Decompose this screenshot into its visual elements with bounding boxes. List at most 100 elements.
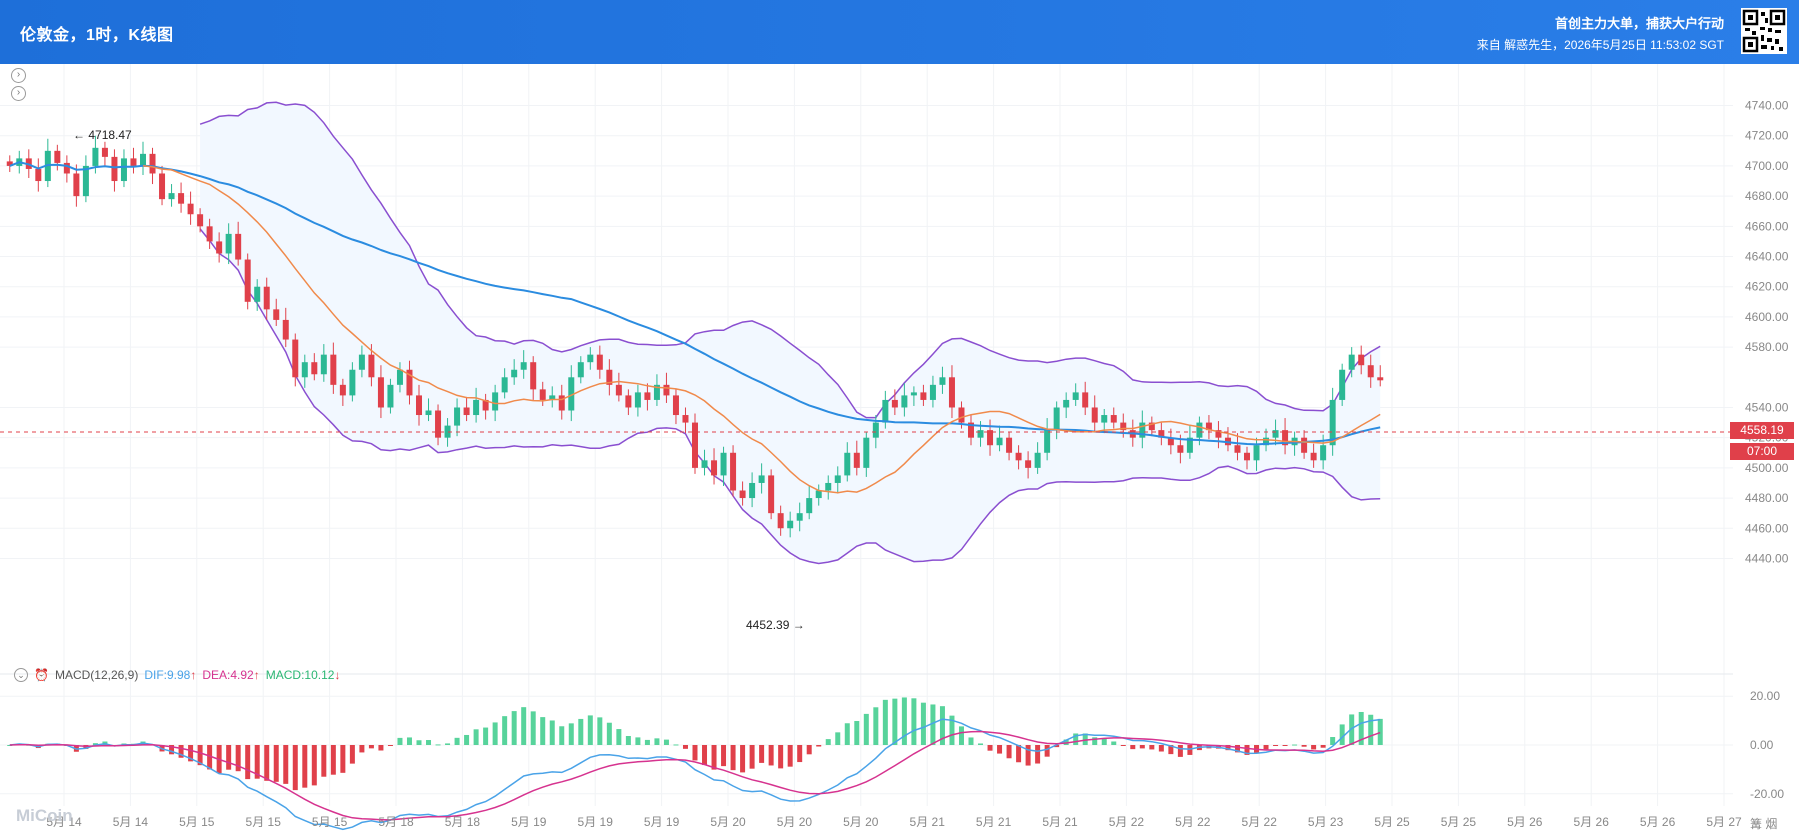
macd-bar <box>568 723 574 745</box>
price-tick: 4680.00 <box>1745 189 1789 203</box>
high-label: ← 4718.47 <box>73 128 132 142</box>
candle-body <box>730 452 737 491</box>
macd-bar <box>273 745 279 782</box>
time-tick: 5月 27 <box>1706 815 1742 829</box>
candle-body <box>815 490 822 499</box>
candle-body <box>254 286 261 302</box>
time-tick: 5月 19 <box>644 815 680 829</box>
macd-bar <box>1063 739 1069 745</box>
qr-code-icon[interactable] <box>1741 8 1787 54</box>
macd-bar <box>1368 714 1374 745</box>
time-tick: 5月 20 <box>710 815 746 829</box>
source-timestamp: 来自 解惑先生，2026年5月25日 11:53:02 SGT <box>1476 38 1724 52</box>
macd-bar <box>540 717 546 745</box>
macd-bar <box>930 704 936 745</box>
macd-bar <box>759 745 765 763</box>
candle-body <box>1234 445 1241 453</box>
time-tick: 5月 18 <box>378 815 414 829</box>
macd-bar <box>901 697 907 745</box>
price-tick: 4720.00 <box>1745 129 1789 143</box>
candle-body <box>1339 369 1346 400</box>
macd-bar <box>882 699 888 745</box>
candle-body <box>1301 437 1308 453</box>
macd-bar <box>863 713 869 745</box>
macd-bar <box>806 745 812 755</box>
macd-bar <box>1006 745 1012 759</box>
macd-bar <box>654 738 660 745</box>
candle-body <box>806 498 813 514</box>
macd-bar <box>464 734 470 745</box>
promo-slogan[interactable]: 首创主力大单，捕获大户行动 <box>1554 16 1724 31</box>
macd-bar <box>587 715 593 745</box>
candle-body <box>35 168 42 182</box>
macd-bar <box>530 711 536 745</box>
macd-bar <box>892 698 898 745</box>
macd-bar <box>797 745 803 763</box>
candle-body <box>1205 422 1212 431</box>
macd-dea-line <box>9 730 1381 821</box>
candle-body <box>1101 415 1108 423</box>
macd-bar <box>1120 745 1126 746</box>
macd-legend: ⌄ ⏰ MACD(12,26,9) DIF:9.98↑ DEA:4.92↑ MA… <box>14 668 340 682</box>
candle-body <box>377 377 384 408</box>
macd-bar <box>435 744 441 746</box>
macd-bar <box>1234 745 1240 753</box>
macd-bar <box>835 732 841 745</box>
macd-bar <box>207 745 213 770</box>
candle-body <box>73 173 80 197</box>
macd-bar <box>920 702 926 745</box>
time-tick: 5月 15 <box>312 815 348 829</box>
collapse-toggle-icon[interactable]: › <box>11 68 26 83</box>
boll-lower-line <box>199 228 1381 565</box>
candle-body <box>634 392 641 408</box>
macd-bar <box>1263 745 1269 750</box>
countdown-tag: 07:00 <box>1730 443 1794 460</box>
candle-body <box>130 158 137 166</box>
macd-bar <box>83 745 89 749</box>
collapse-toggle-icon-2[interactable]: › <box>11 86 26 101</box>
macd-bar <box>1082 733 1088 745</box>
macd-bar <box>1301 745 1307 747</box>
candle-body <box>92 147 99 166</box>
macd-bar <box>7 745 13 746</box>
macd-bar <box>1358 711 1364 745</box>
macd-dea: DEA:4.92↑ <box>202 668 260 682</box>
macd-bar <box>368 745 374 749</box>
macd-bar <box>635 737 641 745</box>
macd-bar <box>1244 745 1250 755</box>
time-tick: 5月 19 <box>578 815 614 829</box>
time-tick: 5月 26 <box>1640 815 1676 829</box>
candle-body <box>615 384 622 396</box>
kline-chart[interactable]: 4740.00 4720.00 4700.00 4680.00 4660.00 4640.… <box>0 64 1799 835</box>
macd-bar <box>987 745 993 751</box>
time-tick: 5月 25 <box>1374 815 1410 829</box>
price-tick: 4740.00 <box>1745 99 1789 113</box>
macd-bar <box>92 743 98 745</box>
time-tick: 5月 23 <box>1308 815 1344 829</box>
time-tick: 5月 22 <box>1242 815 1278 829</box>
time-tick: 5月 22 <box>1175 815 1211 829</box>
candle-body <box>796 513 803 521</box>
time-tick: 5月 14 <box>46 815 82 829</box>
macd-bar <box>245 745 251 780</box>
candle-body <box>82 165 89 197</box>
macd-bar <box>702 745 708 766</box>
candle-body <box>6 161 13 166</box>
chevron-down-icon[interactable]: ⌄ <box>14 668 28 682</box>
macd-bar <box>1187 745 1193 755</box>
candle-body <box>549 395 556 400</box>
boll-fill <box>200 102 1381 564</box>
candle-body <box>339 384 346 396</box>
macd-bar <box>978 743 984 745</box>
candle-body <box>749 482 756 499</box>
candle-body <box>463 407 470 416</box>
alarm-icon[interactable]: ⏰ <box>34 668 49 682</box>
macd-bar <box>939 706 945 745</box>
price-tick: 4700.00 <box>1745 159 1789 173</box>
candle-body <box>225 233 232 254</box>
candle-body <box>939 377 946 385</box>
price-tick: 4580.00 <box>1745 340 1789 354</box>
macd-bar <box>1111 741 1117 745</box>
price-tick: 4600.00 <box>1745 310 1789 324</box>
candle-body <box>968 422 974 438</box>
